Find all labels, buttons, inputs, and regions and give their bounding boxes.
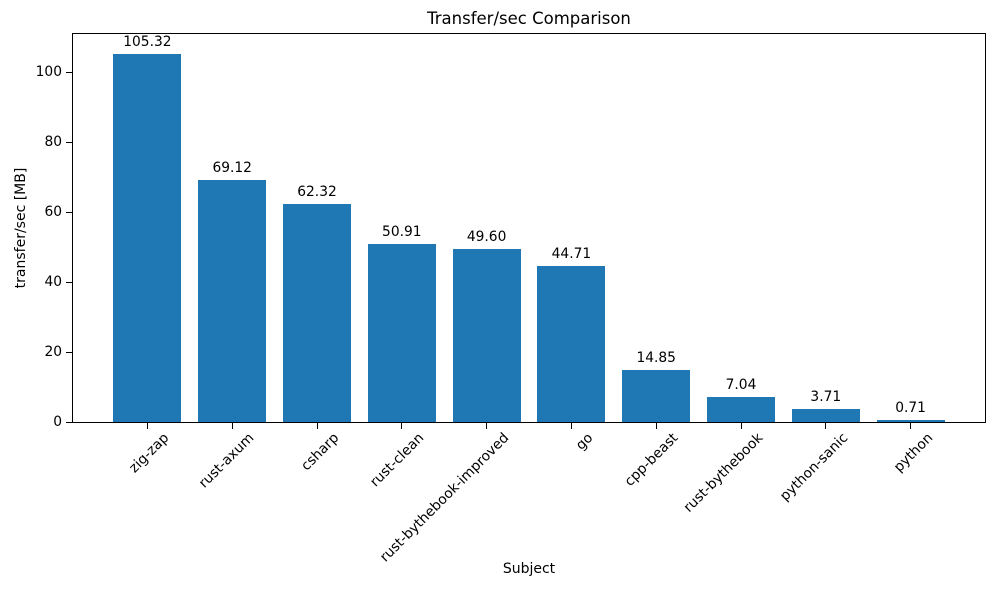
- bar-cpp-beast: [622, 370, 691, 422]
- x-tick-label: rust-bythebook: [680, 430, 767, 516]
- x-tick-label: rust-clean: [366, 430, 428, 491]
- x-tick-mark: [825, 423, 827, 429]
- y-tick-label: 80: [44, 133, 62, 150]
- bar-rust-bythebook: [707, 397, 775, 422]
- x-tick-mark: [655, 423, 657, 429]
- bar-zig-zap: [113, 53, 182, 422]
- y-tick-label: 100: [35, 63, 62, 80]
- bar-value-label: 105.32: [123, 33, 172, 50]
- bar-rust-axum: [198, 180, 267, 422]
- x-tick-mark: [401, 423, 403, 429]
- x-tick-mark: [570, 423, 572, 429]
- bar-value-label: 50.91: [382, 224, 422, 241]
- x-tick-label: cpp-beast: [621, 430, 682, 490]
- y-tick-label: 60: [44, 203, 62, 220]
- bar-value-label: 7.04: [725, 377, 757, 394]
- bar-python: [876, 419, 945, 422]
- x-tick-label: rust-axum: [196, 430, 258, 492]
- bar-value-label: 0.71: [895, 399, 926, 416]
- bar-value-label: 44.71: [551, 245, 592, 262]
- y-axis-label: transfer/sec [MB]: [13, 167, 29, 289]
- x-tick-label: go: [573, 430, 597, 454]
- bar-value-label: 69.12: [212, 160, 252, 177]
- x-tick-mark: [316, 423, 318, 429]
- y-tick-label: 0: [53, 413, 62, 430]
- y-tick-mark: [66, 421, 72, 423]
- y-tick-mark: [66, 211, 72, 213]
- x-tick-label: zig-zap: [126, 430, 173, 477]
- y-tick-mark: [66, 71, 72, 73]
- x-tick-label: python-sanic: [776, 430, 852, 505]
- x-axis-label: Subject: [502, 561, 556, 577]
- chart-title: Transfer/sec Comparison: [427, 9, 631, 28]
- y-tick-mark: [66, 281, 72, 283]
- plot-area: [72, 33, 986, 423]
- x-tick-mark: [146, 423, 148, 429]
- bar-value-label: 62.32: [297, 184, 337, 201]
- bar-csharp: [283, 204, 351, 422]
- y-tick-mark: [66, 351, 72, 353]
- bar-go: [537, 265, 606, 422]
- x-tick-label: python: [890, 430, 936, 476]
- x-tick-mark: [740, 423, 742, 429]
- bar-python-sanic: [791, 409, 860, 422]
- bar-value-label: 14.85: [636, 350, 676, 367]
- bar-value-label: 49.60: [466, 228, 507, 245]
- x-tick-mark: [231, 423, 233, 429]
- x-tick-mark: [910, 423, 912, 429]
- x-tick-mark: [486, 423, 488, 429]
- bar-rust-clean: [367, 244, 436, 422]
- bar-rust-bythebook-improved: [452, 248, 521, 422]
- bar-value-label: 3.71: [810, 389, 842, 406]
- y-tick-label: 40: [44, 273, 62, 290]
- x-tick-label: csharp: [298, 430, 343, 475]
- y-tick-label: 20: [44, 343, 62, 360]
- y-tick-mark: [66, 141, 72, 143]
